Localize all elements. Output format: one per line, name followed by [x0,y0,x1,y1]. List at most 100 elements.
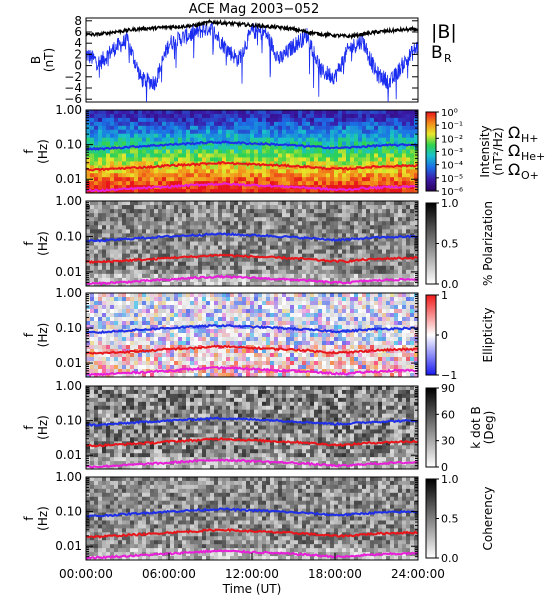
ellipticity-heatmap-cell [174,353,179,358]
intensity-heatmap-cell [222,189,227,194]
ellipticity-heatmap-cell [130,313,135,318]
polarization-heatmap-cell [138,233,143,238]
intensity-heatmap-cell [366,189,371,194]
intensity-heatmap-cell [322,137,327,143]
polarization-heatmap-cell [110,209,115,214]
polarization-heatmap-cell [102,257,107,263]
intensity-heatmap-cell [326,117,331,123]
intensity-heatmap-cell [378,169,383,174]
ellipticity-heatmap-cell [278,313,283,318]
intensity-heatmap-cell [346,161,351,166]
intensity-heatmap-cell [326,177,331,182]
polarization-heatmap-cell [166,217,171,222]
ellipticity-heatmap-cell [194,293,199,298]
polarization-heatmap-cell [338,201,343,206]
intensity-heatmap-cell [234,157,239,162]
polarization-heatmap-cell [182,237,187,242]
ellipticity-heatmap-cell [202,357,207,362]
ellipticity-heatmap-cell [194,301,199,306]
ellipticity-heatmap-cell [314,309,319,314]
polarization-heatmap-cell [378,245,383,250]
polarization-heatmap-cell [190,245,195,250]
polarization-heatmap-cell [414,265,419,271]
polarization-heatmap-cell [238,261,243,267]
intensity-heatmap-cell [226,153,231,158]
intensity-heatmap-cell [286,117,291,123]
intensity-heatmap-cell [90,141,95,146]
polarization-heatmap-cell [346,205,351,210]
intensity-heatmap-cell [102,113,107,119]
polarization-heatmap-cell [378,281,383,287]
polarization-heatmap-cell [306,221,311,226]
polarization-heatmap-cell [214,217,219,222]
ellipticity-heatmap-cell [334,317,339,322]
ellipticity-heatmap-cell [226,373,231,378]
polarization-heatmap-cell [98,253,103,259]
polarization-heatmap-cell [114,241,119,246]
intensity-heatmap-cell [294,177,299,182]
intensity-heatmap-cell [210,110,215,115]
polarization-heatmap-cell [394,245,399,250]
ellipticity-heatmap-cell [162,337,167,342]
intensity-heatmap-cell [406,121,411,127]
polarization-heatmap-cell [234,257,239,263]
intensity-heatmap-cell [138,181,143,186]
ellipticity-heatmap-cell [274,321,279,326]
polarization-heatmap-cell [290,217,295,222]
intensity-heatmap-cell [394,110,399,115]
intensity-heatmap-cell [406,145,411,150]
intensity-heatmap-cell [150,153,155,158]
polarization-heatmap-cell [350,233,355,238]
intensity-heatmap-cell [266,145,271,150]
polarization-heatmap-cell [250,241,255,246]
ellipticity-heatmap-cell [334,301,339,306]
intensity-heatmap-cell [246,165,251,170]
intensity-heatmap-cell [262,133,267,139]
polarization-heatmap-cell [250,209,255,214]
polarization-heatmap-cell [122,217,127,222]
intensity-heatmap-cell [162,121,167,127]
intensity-heatmap-cell [278,141,283,146]
ellipticity-heatmap-cell [218,293,223,298]
polarization-heatmap-cell [262,221,267,226]
ellipticity-heatmap-cell [298,305,303,310]
polarization-heatmap-cell [250,225,255,230]
ellipticity-heatmap-cell [190,361,195,366]
ellipticity-heatmap-cell [326,317,331,322]
intensity-heatmap-cell [198,121,203,127]
ellipticity-heatmap-cell [138,345,143,350]
ellipticity-heatmap-cell [246,317,251,322]
intensity-heatmap-cell [138,141,143,146]
ellipticity-heatmap-cell [270,349,275,354]
polarization-heatmap-cell [202,257,207,263]
polarization-heatmap-cell [378,273,383,279]
polarization-heatmap-cell [270,241,275,246]
polarization-heatmap-cell [242,269,247,275]
intensity-heatmap-cell [406,133,411,139]
ellipticity-heatmap-cell [126,313,131,318]
polarization-heatmap-cell [306,217,311,222]
intensity-heatmap-cell [410,121,415,127]
polarization-heatmap-cell [98,213,103,218]
polarization-heatmap-cell [114,225,119,230]
intensity-heatmap-cell [286,165,291,170]
polarization-heatmap-cell [306,201,311,206]
intensity-heatmap-cell [274,129,279,135]
intensity-heatmap-cell [414,137,419,143]
intensity-heatmap-cell [106,121,111,127]
intensity-heatmap-cell [374,169,379,174]
polarization-heatmap-cell [246,257,251,263]
ellipticity-heatmap-cell [158,317,163,322]
polarization-heatmap-cell [230,241,235,246]
intensity-heatmap-cell [178,189,183,194]
intensity-heatmap-cell [106,133,111,139]
ellipticity-heatmap-cell [194,349,199,354]
ellipticity-heatmap-cell [130,365,135,370]
intensity-heatmap-cell [254,181,259,186]
polarization-heatmap-cell [102,281,107,287]
ellipticity-heatmap-cell [170,325,175,330]
ellipticity-heatmap-cell [278,345,283,350]
intensity-heatmap-cell [86,110,91,115]
ellipticity-heatmap-cell [262,317,267,322]
ellipticity-heatmap-cell [214,341,219,346]
